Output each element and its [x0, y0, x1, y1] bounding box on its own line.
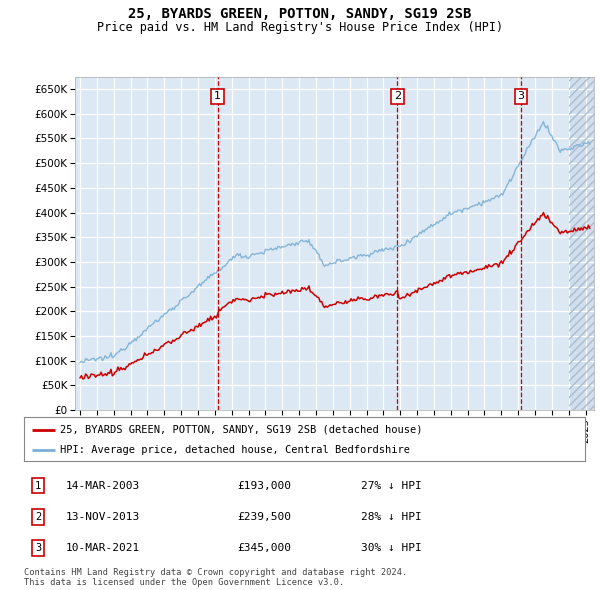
Text: HPI: Average price, detached house, Central Bedfordshire: HPI: Average price, detached house, Cent… — [61, 445, 410, 455]
Text: 1: 1 — [214, 91, 221, 101]
Text: 25, BYARDS GREEN, POTTON, SANDY, SG19 2SB (detached house): 25, BYARDS GREEN, POTTON, SANDY, SG19 2S… — [61, 425, 423, 434]
Text: 27% ↓ HPI: 27% ↓ HPI — [361, 481, 421, 490]
Text: 13-NOV-2013: 13-NOV-2013 — [66, 512, 140, 522]
Text: 1: 1 — [35, 481, 41, 490]
Text: Contains HM Land Registry data © Crown copyright and database right 2024.
This d: Contains HM Land Registry data © Crown c… — [24, 568, 407, 587]
Text: Price paid vs. HM Land Registry's House Price Index (HPI): Price paid vs. HM Land Registry's House … — [97, 21, 503, 34]
Text: 3: 3 — [35, 543, 41, 553]
Text: £239,500: £239,500 — [237, 512, 291, 522]
Text: £345,000: £345,000 — [237, 543, 291, 553]
Bar — [569, 77, 594, 410]
Text: £193,000: £193,000 — [237, 481, 291, 490]
Text: 3: 3 — [517, 91, 524, 101]
Bar — [569, 64, 594, 410]
Text: 28% ↓ HPI: 28% ↓ HPI — [361, 512, 421, 522]
Text: 14-MAR-2003: 14-MAR-2003 — [66, 481, 140, 490]
Text: 2: 2 — [35, 512, 41, 522]
Text: 2: 2 — [394, 91, 401, 101]
Text: 10-MAR-2021: 10-MAR-2021 — [66, 543, 140, 553]
Text: 30% ↓ HPI: 30% ↓ HPI — [361, 543, 421, 553]
Text: 25, BYARDS GREEN, POTTON, SANDY, SG19 2SB: 25, BYARDS GREEN, POTTON, SANDY, SG19 2S… — [128, 7, 472, 21]
